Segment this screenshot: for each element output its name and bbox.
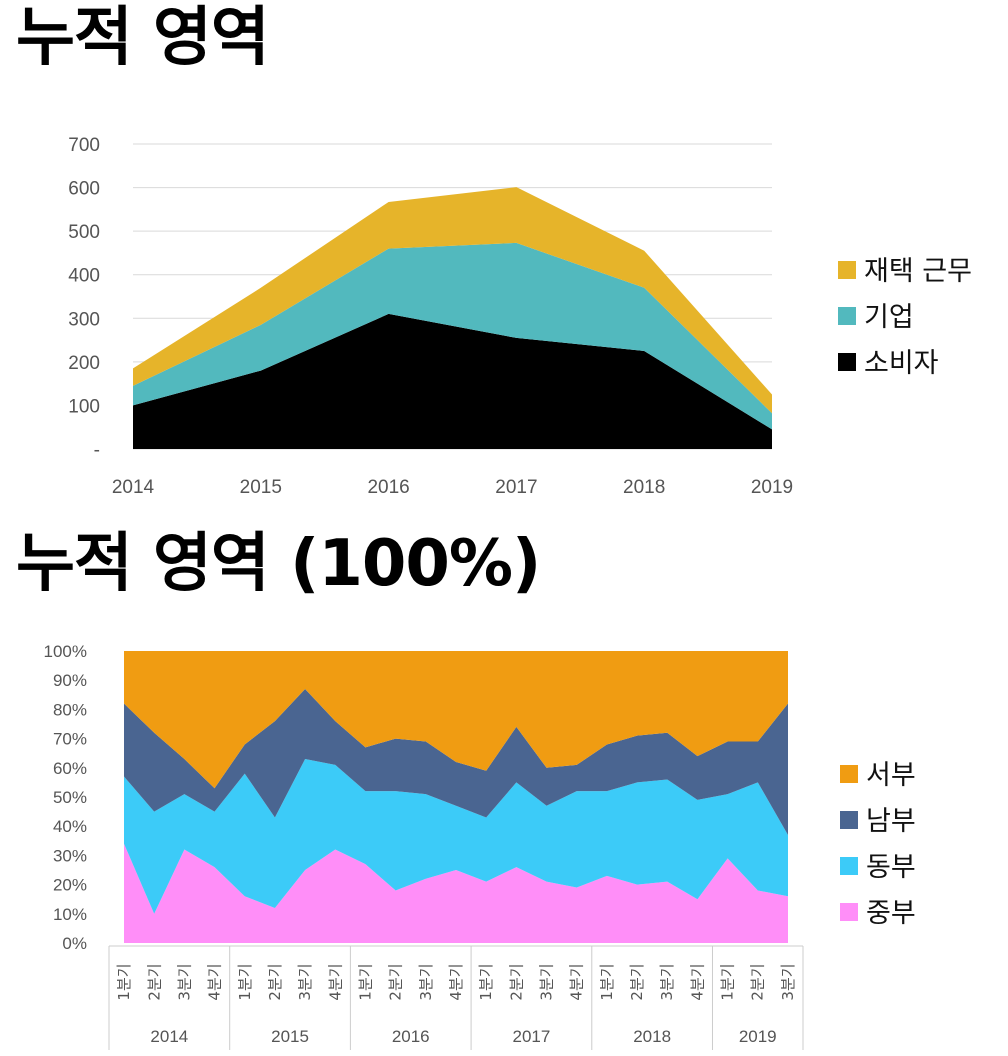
chart1-y-axis: - 100 200 300 400 500 600 700 (68, 135, 100, 461)
legend-item: 소비자 (838, 348, 939, 379)
x-tick-label: 2014 (112, 477, 155, 498)
y-tick-label: 60% (53, 759, 87, 778)
chart1-title: 누적 영역 (16, 1, 270, 75)
year-label: 2019 (739, 1027, 777, 1046)
legend-label: 동부 (866, 852, 916, 883)
x-tick-label: 2019 (751, 477, 793, 498)
legend-swatch (838, 261, 856, 279)
y-tick-label: 500 (68, 222, 100, 243)
quarter-label: 4분기 (568, 963, 586, 1000)
quarter-label: 2분기 (507, 963, 525, 1000)
quarter-label: 4분기 (326, 963, 344, 1000)
legend-swatch (838, 307, 856, 325)
legend-swatch (840, 765, 858, 783)
y-tick-label: 200 (68, 353, 100, 374)
quarter-label: 1분기 (477, 963, 495, 1000)
y-tick-label: 400 (68, 266, 100, 287)
area-series-0 (124, 843, 788, 943)
legend-item: 남부 (840, 806, 916, 837)
legend-item: 기업 (838, 302, 914, 333)
area-series-2 (133, 187, 772, 414)
quarter-label: 3분기 (779, 963, 797, 1000)
quarter-label: 2분기 (387, 963, 405, 1000)
y-tick-label: 0% (62, 934, 87, 953)
legend-swatch (840, 857, 858, 875)
legend-swatch (838, 353, 856, 371)
chart2-y-axis: 0% 10% 20% 30% 40% 50% 60% 70% 80% 90% 100% (44, 642, 87, 953)
legend-label: 소비자 (864, 348, 939, 379)
quarter-label: 3분기 (417, 963, 435, 1000)
legend-swatch (840, 903, 858, 921)
quarter-label: 1분기 (598, 963, 616, 1000)
chart2-x-axis: 1분기 2분기 3분기 4분기 2014 1분기 2분기 3분기 4분기 2015 1분기 2분기 3분… (108, 945, 804, 1050)
legend-label: 기업 (864, 302, 914, 333)
quarter-label: 1분기 (115, 963, 133, 1000)
legend-item: 재택 근무 (838, 256, 972, 287)
year-label: 2015 (271, 1027, 309, 1046)
quarter-label: 3분기 (538, 963, 556, 1000)
legend-label: 남부 (866, 806, 916, 837)
legend-label: 중부 (866, 898, 916, 929)
y-tick-label: 100 (68, 396, 100, 417)
year-label: 2018 (633, 1027, 671, 1046)
chart1-areas (133, 187, 772, 449)
quarter-label: 4분기 (447, 963, 465, 1000)
quarter-label: 3분기 (296, 963, 314, 1000)
quarter-label: 2분기 (266, 963, 284, 1000)
year-label: 2016 (392, 1027, 430, 1046)
y-tick-label: 50% (53, 788, 87, 807)
legend-label: 서부 (866, 760, 916, 791)
x-tick-label: 2015 (240, 477, 282, 498)
area-series-1 (133, 242, 772, 430)
y-tick-label: 100% (44, 642, 87, 661)
quarter-label: 2분기 (628, 963, 646, 1000)
y-tick-label: 30% (53, 846, 87, 865)
quarter-label: 3분기 (658, 963, 676, 1000)
area-series-1 (124, 759, 788, 914)
year-label: 2017 (513, 1027, 551, 1046)
y-tick-label: 20% (53, 876, 87, 895)
chart2-title: 누적 영역 (100%) (16, 527, 541, 601)
y-tick-label: 300 (68, 309, 100, 330)
y-tick-label: 80% (53, 700, 87, 719)
quarter-label: 2분기 (749, 963, 767, 1000)
chart2-areas (124, 651, 788, 943)
y-tick-label: 600 (68, 179, 100, 200)
y-tick-label: 700 (68, 135, 100, 156)
quarter-label: 4분기 (688, 963, 706, 1000)
y-tick-label: 40% (53, 817, 87, 836)
quarter-label: 3분기 (175, 963, 193, 1000)
x-tick-label: 2018 (623, 477, 665, 498)
y-tick-label: - (94, 440, 100, 461)
quarter-label: 1분기 (356, 963, 374, 1000)
year-label: 2014 (150, 1027, 188, 1046)
area-series-0 (133, 313, 772, 449)
area-series-3 (124, 651, 788, 789)
quarter-label: 1분기 (236, 963, 254, 1000)
legend-label: 재택 근무 (864, 256, 972, 287)
quarter-label: 2분기 (145, 963, 163, 1000)
y-tick-label: 90% (53, 671, 87, 690)
legend-item: 동부 (840, 852, 916, 883)
y-tick-label: 10% (53, 905, 87, 924)
quarter-label: 4분기 (206, 963, 224, 1000)
quarter-label: 1분기 (719, 963, 737, 1000)
legend-item: 서부 (840, 760, 916, 791)
x-tick-label: 2017 (495, 477, 537, 498)
x-tick-label: 2016 (367, 477, 409, 498)
y-tick-label: 70% (53, 730, 87, 749)
legend-swatch (840, 811, 858, 829)
chart1-x-axis: 2014 2015 2016 2017 2018 2019 (112, 477, 793, 498)
legend-item: 중부 (840, 898, 916, 929)
